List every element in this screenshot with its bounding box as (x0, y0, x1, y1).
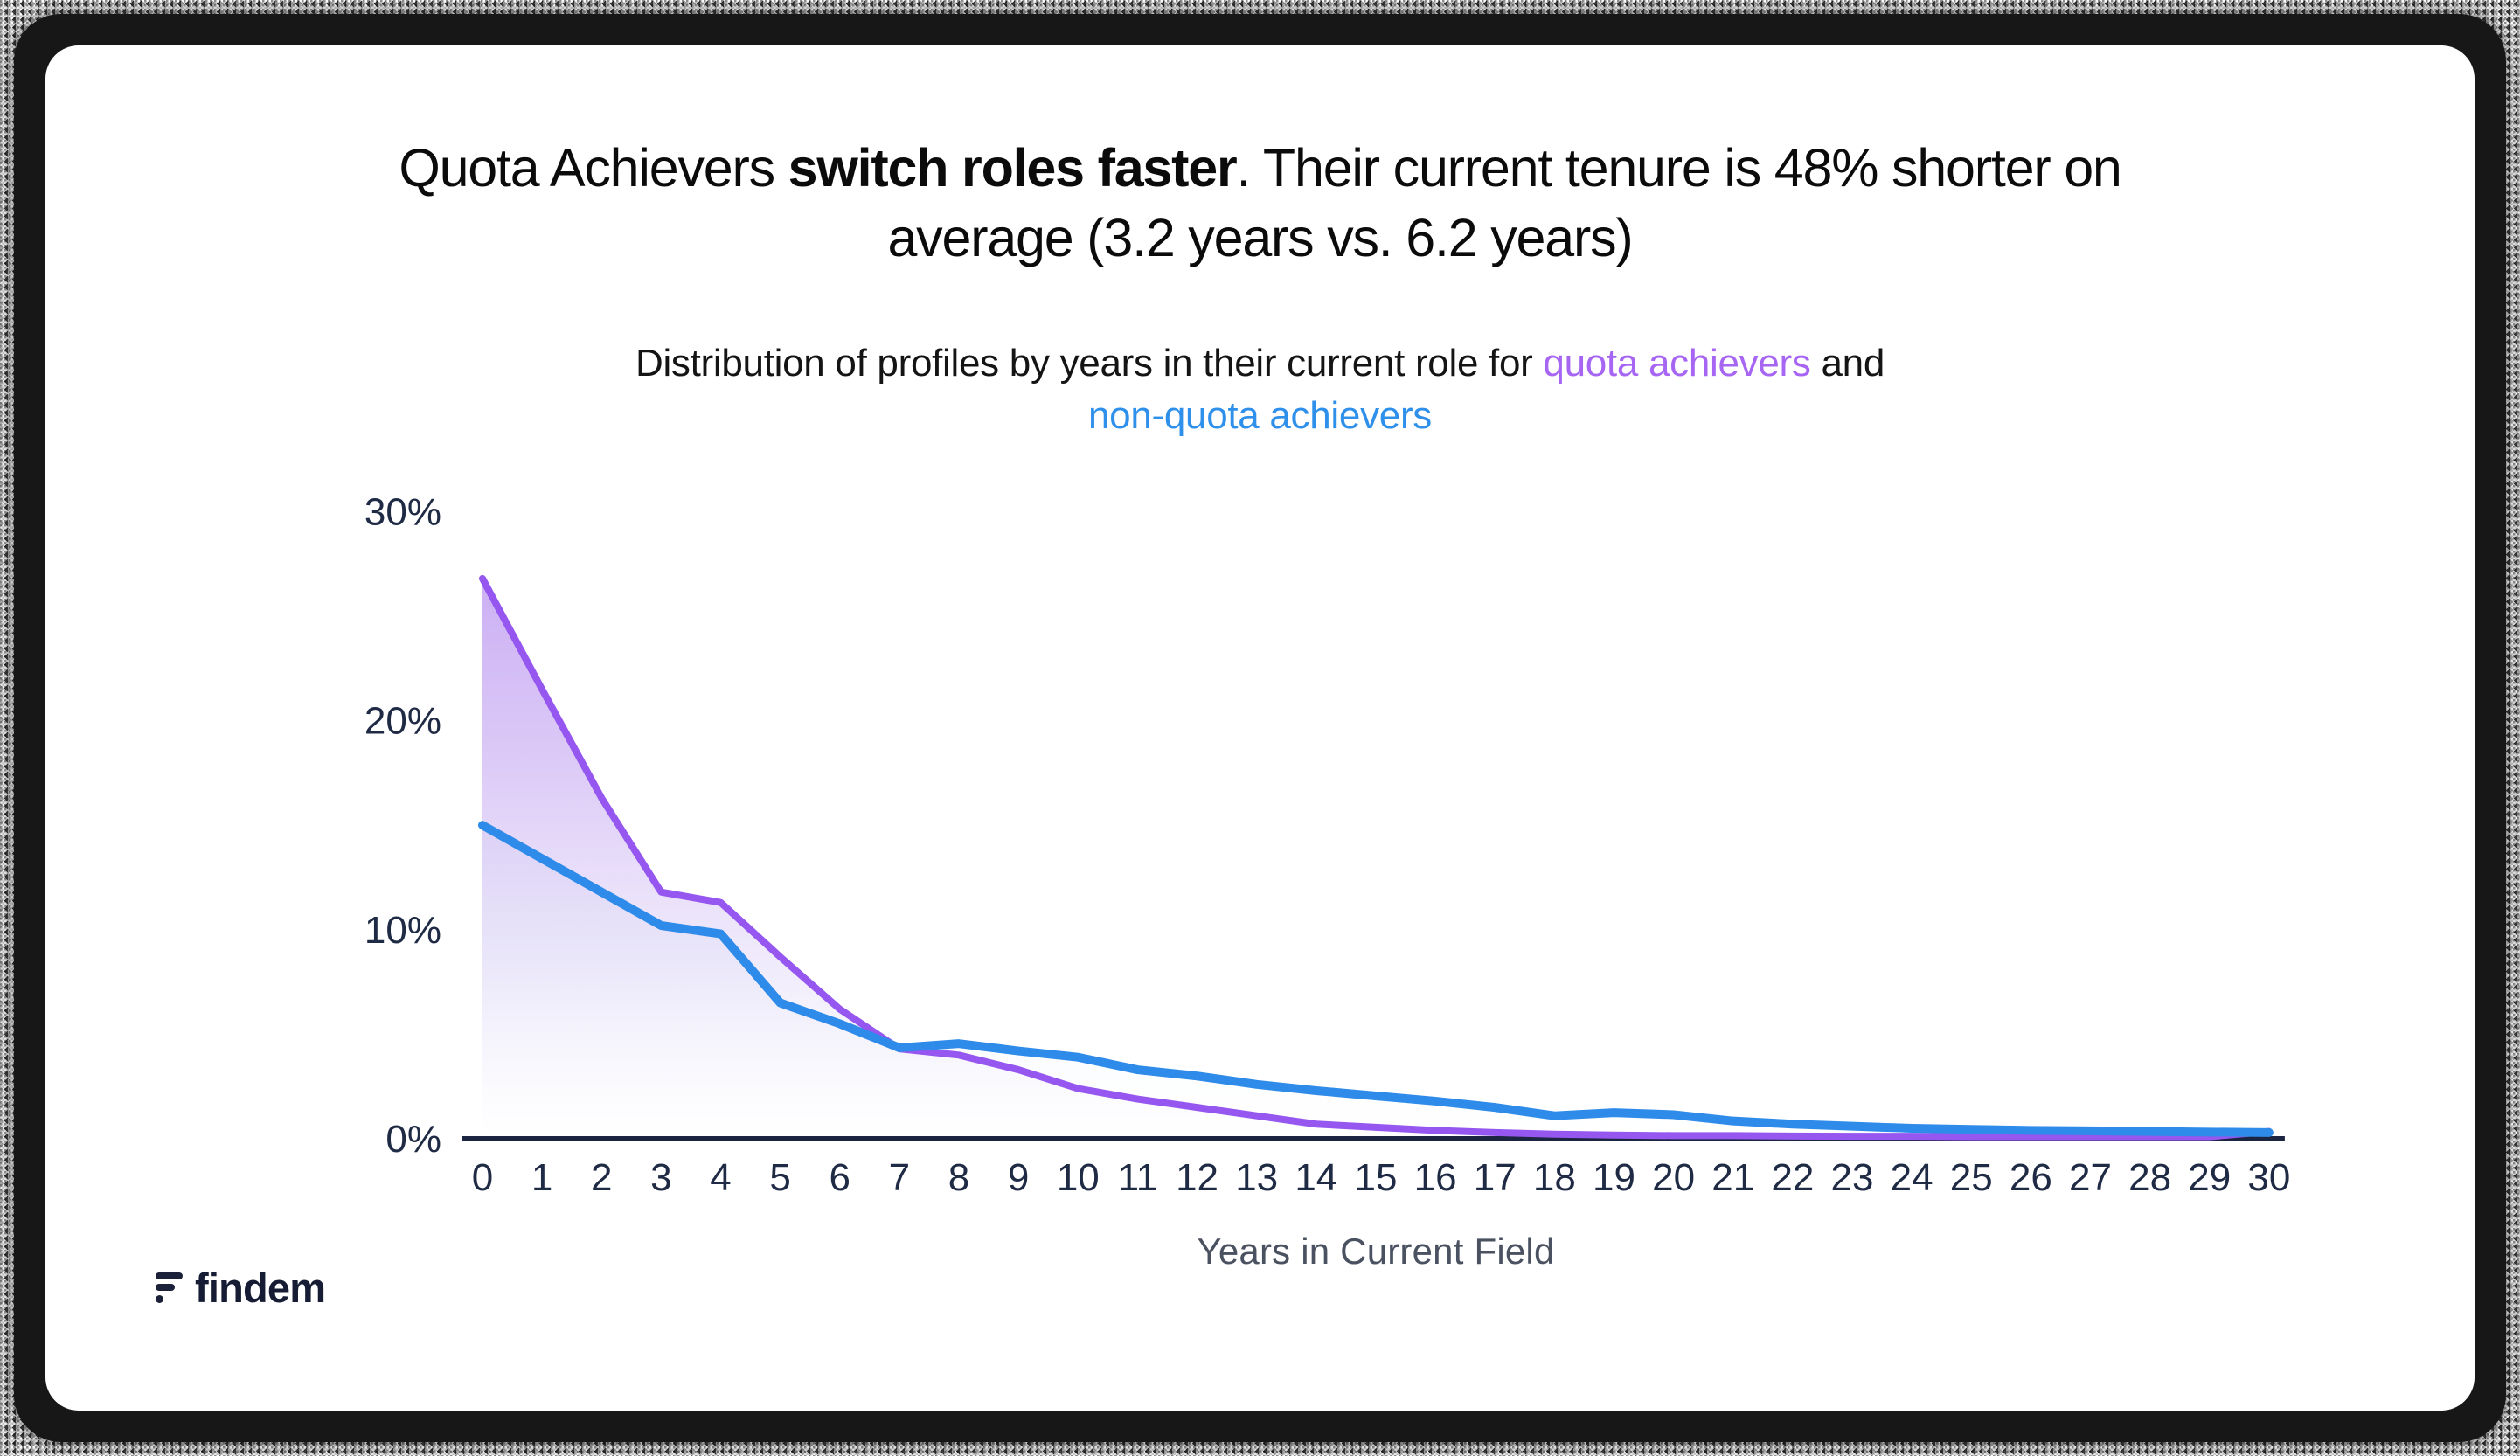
x-tick-label: 14 (1295, 1156, 1337, 1199)
title-part2b: average (3.2 years vs. 6.2 years) (887, 208, 1633, 267)
subtitle-quota-label: quota achievers (1543, 342, 1811, 385)
x-tick-label: 12 (1176, 1156, 1218, 1199)
x-axis-title: Years in Current Field (1197, 1231, 1555, 1272)
subtitle-part1: Distribution of profiles by years in the… (635, 342, 1544, 385)
x-tick-label: 26 (2010, 1156, 2052, 1199)
x-tick-label: 28 (2128, 1156, 2171, 1199)
findem-logo-text: findem (195, 1265, 326, 1311)
x-tick-label: 11 (1118, 1156, 1158, 1199)
quota-line (479, 574, 2273, 1141)
x-tick-label: 17 (1474, 1156, 1517, 1199)
y-tick-label: 10% (364, 909, 441, 952)
subtitle-nonquota-label: non-quota achievers (1087, 394, 1432, 437)
chart-subtitle: Distribution of profiles by years in the… (194, 337, 2327, 442)
x-tick-label: 27 (2069, 1156, 2112, 1199)
x-tick-label: 30 (2247, 1156, 2290, 1199)
findem-logo-icon (156, 1272, 183, 1303)
y-tick-label: 20% (364, 700, 441, 743)
title-part1: Quota Achievers (399, 138, 788, 198)
x-tick-label: 6 (830, 1156, 850, 1199)
x-tick-label: 15 (1354, 1156, 1397, 1199)
slide-card (45, 45, 2475, 1411)
x-tick-label: 8 (948, 1156, 969, 1199)
x-tick-label: 19 (1593, 1156, 1635, 1199)
title-part2a: . Their current tenure is 48% shorter on (1236, 138, 2122, 198)
x-tick-label: 3 (650, 1156, 671, 1199)
x-tick-label: 16 (1414, 1156, 1457, 1199)
x-tick-label: 9 (1008, 1156, 1029, 1199)
x-tick-label: 10 (1057, 1156, 1100, 1199)
title-bold: switch roles faster (788, 138, 1238, 198)
x-tick-label: 1 (531, 1156, 552, 1199)
x-tick-label: 5 (769, 1156, 790, 1199)
x-tick-label: 18 (1533, 1156, 1576, 1199)
x-tick-label: 20 (1652, 1156, 1695, 1199)
quota-area (482, 578, 2269, 1139)
findem-logo: findem (156, 1264, 326, 1312)
x-tick-label: 23 (1831, 1156, 1874, 1199)
x-tick-label: 4 (710, 1156, 731, 1199)
page-title: Quota Achievers switch roles faster. The… (194, 133, 2327, 273)
x-tick-label: 29 (2188, 1156, 2231, 1199)
x-tick-label: 24 (1891, 1156, 1933, 1199)
x-tick-label: 22 (1771, 1156, 1814, 1199)
x-tick-label: 21 (1711, 1156, 1754, 1199)
x-tick-label: 0 (472, 1156, 493, 1199)
x-tick-label: 13 (1235, 1156, 1278, 1199)
y-tick-label: 0% (385, 1118, 441, 1161)
y-tick-label: 30% (364, 490, 441, 533)
nonquota-line (478, 821, 2274, 1137)
x-tick-label: 7 (889, 1156, 910, 1199)
x-tick-label: 25 (1950, 1156, 1993, 1199)
x-tick-label: 2 (591, 1156, 612, 1199)
subtitle-part2: and (1810, 342, 1885, 385)
